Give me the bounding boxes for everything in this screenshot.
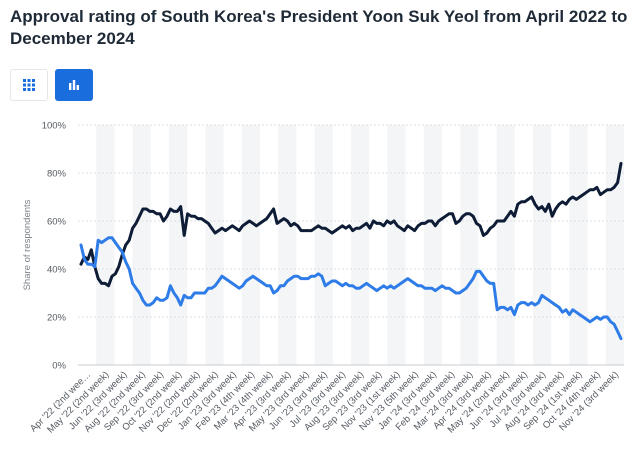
plot-band — [314, 125, 333, 365]
plot-band — [205, 125, 224, 365]
plot-band — [605, 125, 624, 365]
chart-title: Approval rating of South Korea's Preside… — [10, 7, 628, 48]
bar-chart-icon — [69, 80, 79, 90]
plot-band — [460, 125, 479, 365]
y-tick-label: 20% — [47, 313, 67, 324]
y-tick-label: 60% — [47, 217, 67, 228]
plot-band — [241, 125, 260, 365]
plot-band — [423, 125, 442, 365]
plot-band — [569, 125, 588, 365]
y-tick-label: 80% — [47, 169, 67, 180]
table-view-button[interactable] — [10, 69, 48, 101]
x-axis-ticks: Apr '22 (2nd wee…May '22 (2nd week)Jun '… — [28, 369, 621, 435]
plot-band — [169, 125, 188, 365]
plot-band — [387, 125, 406, 365]
plot-band — [132, 125, 151, 365]
y-tick-label: 0% — [52, 361, 66, 372]
series-line-approval — [79, 236, 623, 341]
plot-band — [496, 125, 515, 365]
plot-band — [533, 125, 552, 365]
plot-band — [351, 125, 370, 365]
gridlines — [78, 124, 624, 366]
y-axis-ticks: 0% 20% 40% 60% 80% 100% — [42, 121, 67, 372]
y-axis-label: Share of respondents — [22, 199, 33, 290]
series-lines — [79, 161, 623, 341]
grid-icon — [23, 79, 35, 91]
series-line-disapproval — [79, 161, 623, 288]
plot-band — [278, 125, 297, 365]
chart-view-button[interactable] — [55, 69, 93, 101]
y-tick-label: 100% — [42, 121, 67, 132]
y-tick-label: 40% — [47, 265, 67, 276]
plot-bands — [96, 125, 624, 365]
plot-band — [96, 125, 115, 365]
